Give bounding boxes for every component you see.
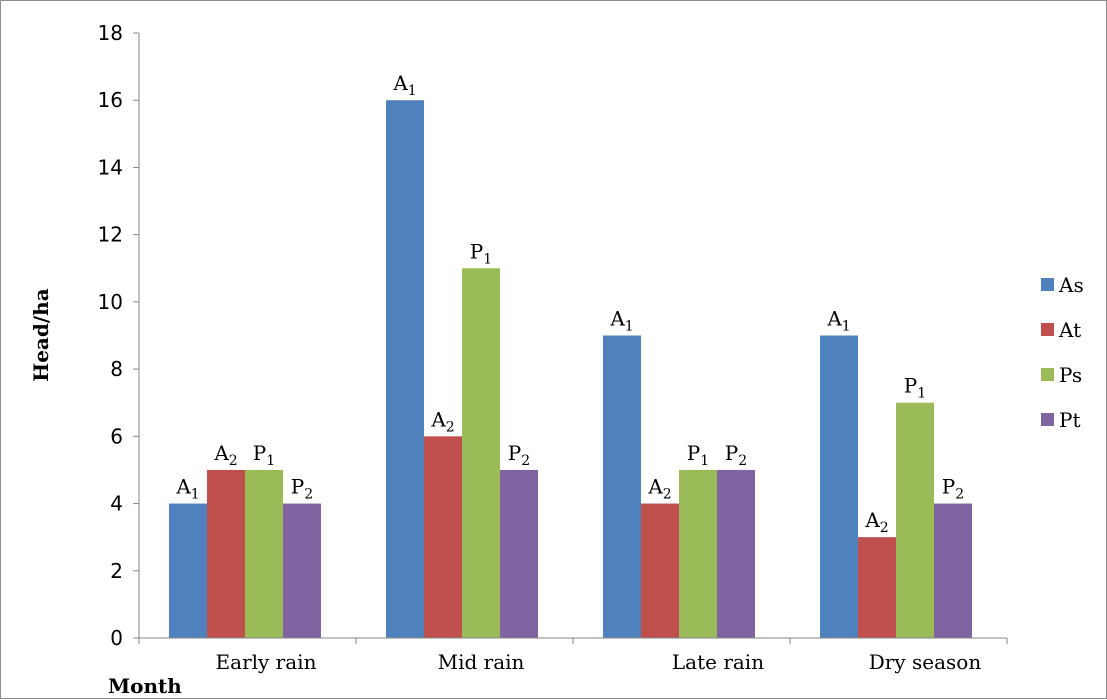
y-tick-label: 10 xyxy=(98,290,123,314)
bar-ps-1 xyxy=(462,268,500,638)
y-tick-label: 14 xyxy=(98,155,123,179)
data-label: A1 xyxy=(392,71,416,99)
legend: As At Ps Pt xyxy=(1041,273,1084,432)
legend-swatch-at xyxy=(1041,323,1054,336)
data-label: A1 xyxy=(826,307,850,335)
bars-group xyxy=(169,100,972,638)
bar-as-2 xyxy=(603,335,641,638)
data-label: P2 xyxy=(291,475,313,503)
legend-swatch-as xyxy=(1041,278,1054,291)
y-axis-title: Head/ha xyxy=(29,288,53,381)
y-tick-label: 12 xyxy=(98,223,123,247)
data-label: P2 xyxy=(725,441,747,469)
legend-label-ps: Ps xyxy=(1059,363,1082,387)
legend-label-as: As xyxy=(1058,273,1084,297)
legend-label-at: At xyxy=(1058,318,1081,342)
bar-ps-2 xyxy=(679,469,717,638)
x-category-label: Early rain xyxy=(216,650,317,674)
data-label: A2 xyxy=(864,508,888,536)
y-axis-ticks: 0 2 4 6 8 10 12 14 16 18 xyxy=(98,21,139,650)
data-label: P2 xyxy=(508,441,530,469)
bar-at-2 xyxy=(641,503,679,638)
data-label: P1 xyxy=(687,441,709,469)
axes xyxy=(138,33,1008,644)
data-label: A1 xyxy=(609,307,633,335)
bar-ps-0 xyxy=(245,469,283,638)
y-tick-label: 18 xyxy=(98,21,123,45)
bar-ps-3 xyxy=(896,402,934,638)
legend-swatch-ps xyxy=(1041,368,1054,381)
x-category-label: Mid rain xyxy=(438,650,525,674)
legend-label-pt: Pt xyxy=(1059,408,1081,432)
bar-pt-2 xyxy=(717,469,755,638)
y-tick-label: 4 xyxy=(110,492,123,516)
x-axis-categories: Early rain Mid rain Late rain Dry season xyxy=(216,650,982,674)
data-label: P2 xyxy=(942,475,964,503)
data-label: P1 xyxy=(904,374,926,402)
data-label: A2 xyxy=(213,441,237,469)
legend-swatch-pt xyxy=(1041,413,1054,426)
bar-as-3 xyxy=(820,335,858,638)
y-tick-label: 6 xyxy=(110,424,123,448)
bar-pt-3 xyxy=(934,503,972,638)
x-category-label: Dry season xyxy=(869,650,982,674)
bar-at-3 xyxy=(858,537,896,638)
data-label: A2 xyxy=(430,407,454,435)
bar-at-0 xyxy=(207,469,245,638)
x-axis-title: Month xyxy=(108,674,182,698)
bar-as-0 xyxy=(169,503,207,638)
data-label: P1 xyxy=(470,239,492,267)
bar-at-1 xyxy=(424,436,462,638)
y-tick-label: 2 xyxy=(110,559,123,583)
bar-pt-0 xyxy=(283,503,321,638)
y-tick-label: 0 xyxy=(110,626,123,650)
y-tick-label: 8 xyxy=(110,357,123,381)
data-label: A2 xyxy=(647,475,671,503)
bar-pt-1 xyxy=(500,469,538,638)
data-labels-group: A1 A1 A1 A1 A2 A2 A2 A2 P1 P1 P1 P1 P2 P2 P2 P2 xyxy=(175,71,964,536)
data-label: P1 xyxy=(253,441,275,469)
bar-as-1 xyxy=(386,100,424,638)
data-label: A1 xyxy=(175,475,199,503)
y-tick-label: 16 xyxy=(98,88,123,112)
x-category-label: Late rain xyxy=(672,650,764,674)
